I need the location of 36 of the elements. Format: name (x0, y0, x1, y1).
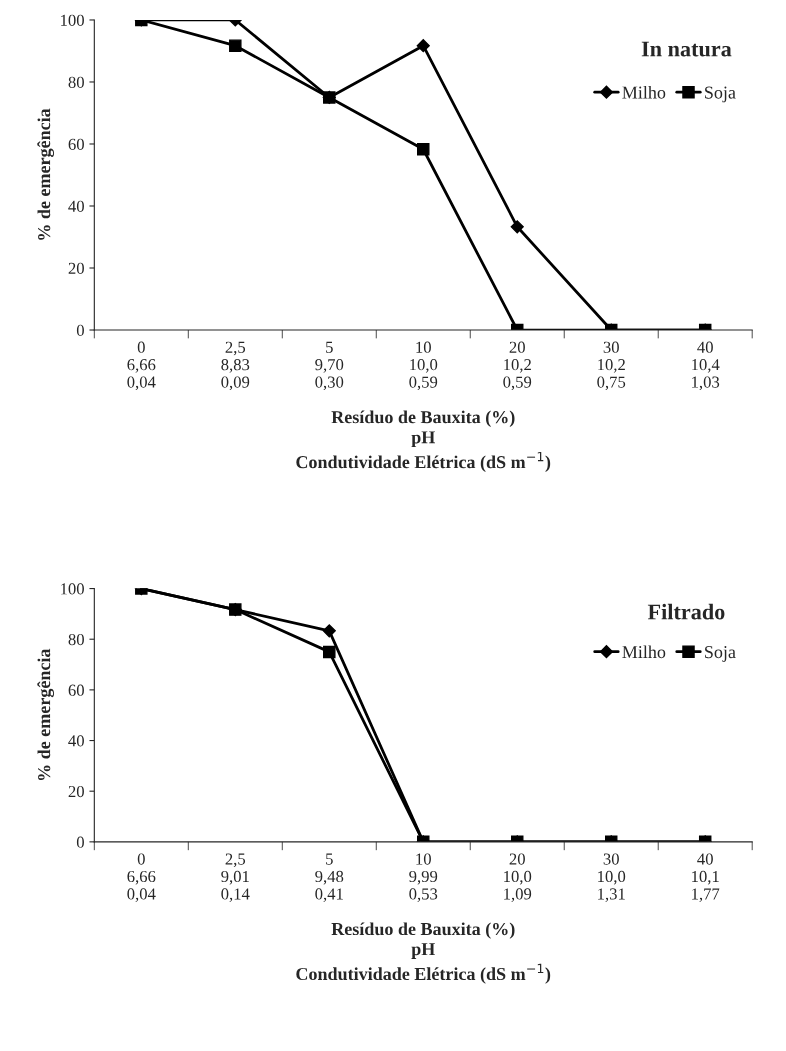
text: In natura (641, 41, 732, 57)
legend-label: Milho (622, 85, 666, 99)
x-tick-label: 10 10,0 0,59 (409, 341, 438, 391)
y-tick-label: 0 (76, 836, 84, 848)
y-tick-label: 60 (68, 138, 84, 150)
y-tick-label: 100 (61, 583, 84, 595)
x-tick-label: 5 9,48 0,41 (315, 853, 344, 902)
x-tick-label: 2,5 8,83 0,09 (221, 341, 250, 391)
x-tick-label: 0 6,66 0,04 (127, 853, 156, 902)
y-tick-label: 20 (68, 785, 84, 798)
y-tick-label: 80 (68, 633, 84, 646)
x-tick-label: 2,5 9,01 0,14 (221, 853, 250, 902)
x-tick-label: 20 10,0 1,09 (504, 853, 532, 902)
x-tick-label: 40 10,1 1,77 (692, 853, 720, 902)
legend-label: Milho (622, 645, 666, 659)
x-tick-label: 20 10,2 0,59 (503, 341, 532, 391)
legend-label: Soja (705, 86, 736, 103)
y-tick-label: 20 (68, 262, 84, 274)
y-tick-label: 100 (61, 14, 84, 26)
y-tick-label: 40 (68, 200, 84, 212)
x-tick-label: 5 9,70 0,30 (315, 341, 344, 391)
x-tick-label: 30 10,0 1,31 (598, 853, 626, 902)
text: Filtrado (647, 603, 725, 620)
y-tick-label: 0 (76, 324, 84, 336)
x-axis-title: Resíduo de Bauxita (%) pH Condutividade Elétrica (dS m$^{−1}$) (296, 922, 551, 984)
y-tick-label: 80 (68, 76, 84, 88)
y-axis-title: % de emergência (37, 648, 55, 781)
x-tick-label: 0 6,66 0,04 (127, 341, 156, 391)
legend-label: Soja (705, 646, 736, 662)
y-tick-label: 40 (68, 735, 84, 747)
y-axis-title: % de emergência (37, 108, 55, 240)
x-axis-title: Resíduo de Bauxita (%) pH Condutividade Elétrica (dS m$^{−1}$) (296, 410, 551, 472)
x-tick-label: 30 10,2 0,75 (597, 341, 626, 391)
y-tick-label: 60 (68, 684, 84, 696)
x-tick-label: 10 9,99 0,53 (409, 853, 438, 902)
x-tick-label: 40 10,4 1,03 (692, 341, 720, 391)
